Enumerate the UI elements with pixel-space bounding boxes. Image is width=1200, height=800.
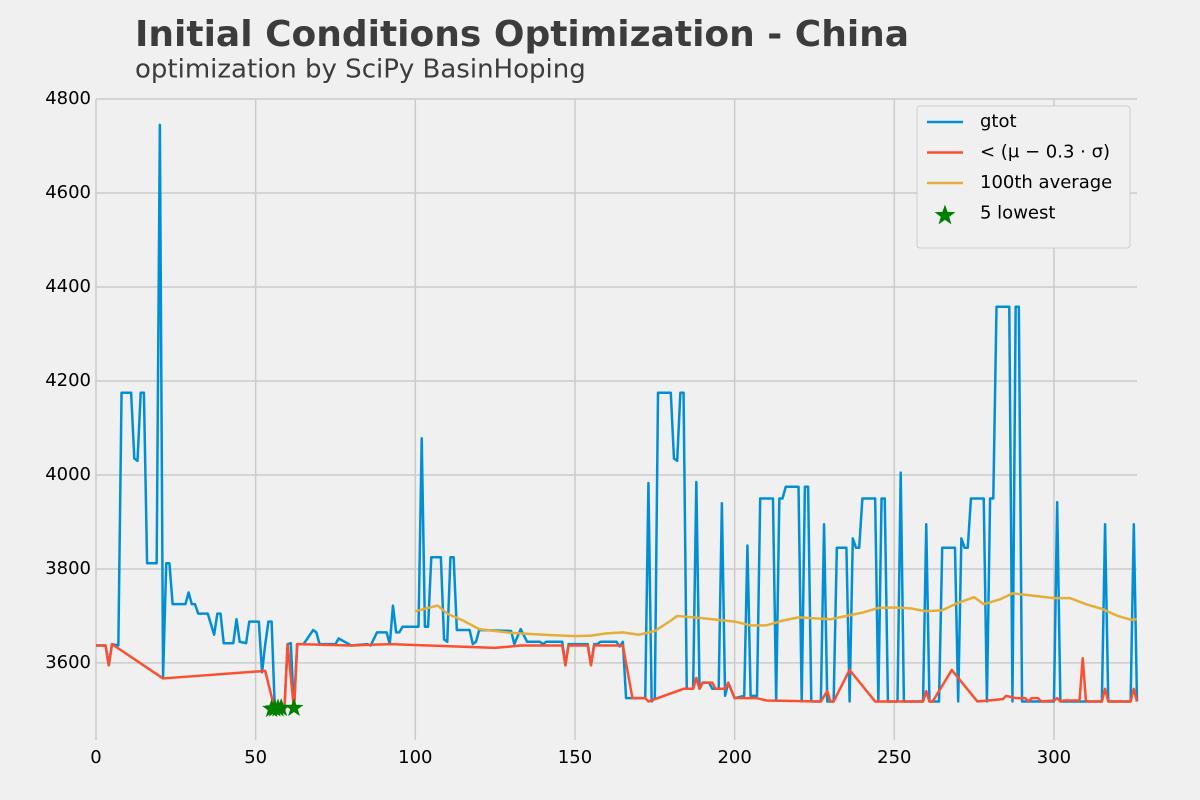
x-tick-label: 150 [558, 747, 592, 768]
legend: gtot < (μ − 0.3 · σ) 100th average 5 lowest [916, 105, 1131, 249]
y-tick-label: 3600 [45, 652, 91, 673]
chart-title: Initial Conditions Optimization - China [135, 14, 909, 55]
chart-subtitle: optimization by SciPy BasinHoping [135, 55, 586, 85]
line-series [96, 642, 1139, 712]
plot [96, 123, 1139, 718]
y-tick-label: 4800 [45, 88, 91, 109]
x-tick-label: 250 [877, 747, 911, 768]
x-tick-label: 100 [398, 747, 432, 768]
star-marker [271, 698, 291, 717]
legend-label: gtot [980, 111, 1017, 132]
y-tick-label: 3800 [45, 558, 91, 579]
x-tick-label: 0 [90, 747, 101, 768]
legend-box [916, 105, 1131, 249]
x-tick-label: 50 [244, 747, 267, 768]
legend-marker [934, 204, 956, 225]
legend-label: 5 lowest [980, 203, 1055, 224]
legend-label: < (μ − 0.3 · σ) [980, 142, 1110, 163]
y-tick-label: 4400 [45, 276, 91, 297]
star-marker [284, 698, 304, 717]
x-tick-label: 300 [1037, 747, 1071, 768]
y-tick-label: 4000 [45, 464, 91, 485]
legend-label: 100th average [980, 172, 1112, 193]
y-tick-label: 4600 [45, 182, 91, 203]
y-tick-label: 4200 [45, 370, 91, 391]
grid: 3600 3800 4000 4200 4400 4600 4800 0 50 100 150 200… [45, 88, 1137, 768]
x-tick-label: 200 [717, 747, 751, 768]
line-series [415, 592, 1138, 638]
